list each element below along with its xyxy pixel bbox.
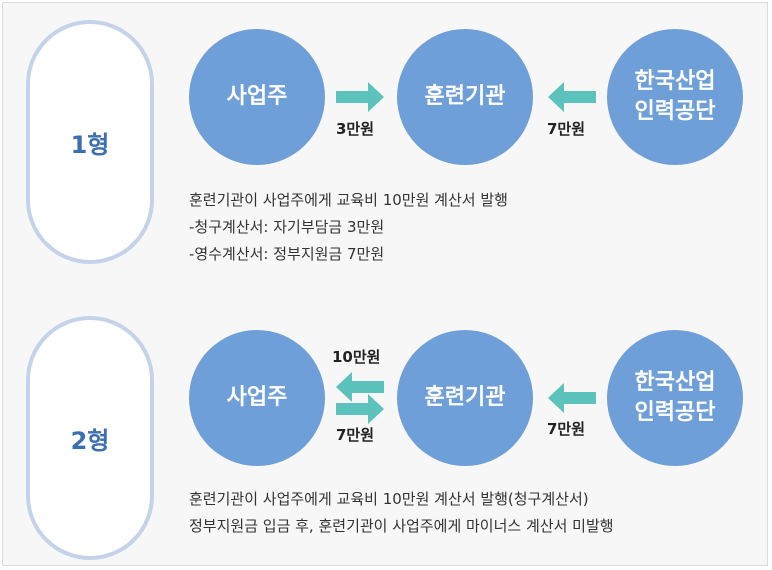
type2-amount-agency: 7만원 — [547, 420, 586, 438]
type2-arrow-right-icon — [336, 394, 384, 424]
type2-institution-circle: 훈련기관 — [397, 330, 533, 466]
type1-label-pill: 1형 — [26, 20, 154, 264]
type2-desc-line: 정부지원금 입금 후, 훈련기관이 사업주에게 마이너스 계산서 미발행 — [189, 517, 614, 535]
type2-arrow-left-icon — [336, 372, 384, 402]
type2-desc-line: 훈련기관이 사업주에게 교육비 10만원 계산서 발행(청구계산서) — [189, 490, 589, 508]
type1-institution-label: 훈련기관 — [424, 84, 506, 109]
type2-amount-top: 10만원 — [332, 348, 381, 366]
type1-desc-line: 훈련기관이 사업주에게 교육비 10만원 계산서 발행 — [189, 191, 508, 209]
type1-desc-line: -청구계산서: 자기부담금 3만원 — [189, 218, 385, 236]
type2-arrow-agency-icon — [548, 383, 596, 413]
type2-label: 2형 — [70, 426, 110, 455]
type2-amount-bottom: 7만원 — [336, 426, 375, 444]
type1-label: 1형 — [70, 130, 110, 159]
type1-agency-circle: 한국산업 인력공단 — [607, 29, 743, 165]
type2-description: 훈련기관이 사업주에게 교육비 10만원 계산서 발행(청구계산서) 정부지원금… — [189, 486, 614, 540]
type2-employer-circle: 사업주 — [189, 330, 325, 466]
type1-arrow-right-icon — [336, 82, 384, 112]
type1-amount-agency: 7만원 — [547, 120, 586, 138]
type1-employer-label: 사업주 — [226, 84, 288, 109]
type2-agency-line1: 한국산업 — [634, 370, 716, 395]
type1-agency-line1: 한국산업 — [634, 69, 716, 94]
type2-agency-line2: 인력공단 — [634, 400, 716, 425]
type2-label-pill: 2형 — [26, 316, 154, 560]
type1-desc-line: -영수계산서: 정부지원금 7만원 — [189, 245, 385, 263]
type1-institution-circle: 훈련기관 — [397, 29, 533, 165]
type1-description: 훈련기관이 사업주에게 교육비 10만원 계산서 발행 -청구계산서: 자기부담… — [189, 187, 508, 268]
type2-agency-circle: 한국산업 인력공단 — [607, 330, 743, 466]
type1-amount-employer: 3만원 — [336, 120, 375, 138]
type1-arrow-left-icon — [548, 82, 596, 112]
type2-institution-label: 훈련기관 — [424, 385, 506, 410]
type1-agency-line2: 인력공단 — [634, 99, 716, 124]
type2-employer-label: 사업주 — [226, 385, 288, 410]
type1-employer-circle: 사업주 — [189, 29, 325, 165]
